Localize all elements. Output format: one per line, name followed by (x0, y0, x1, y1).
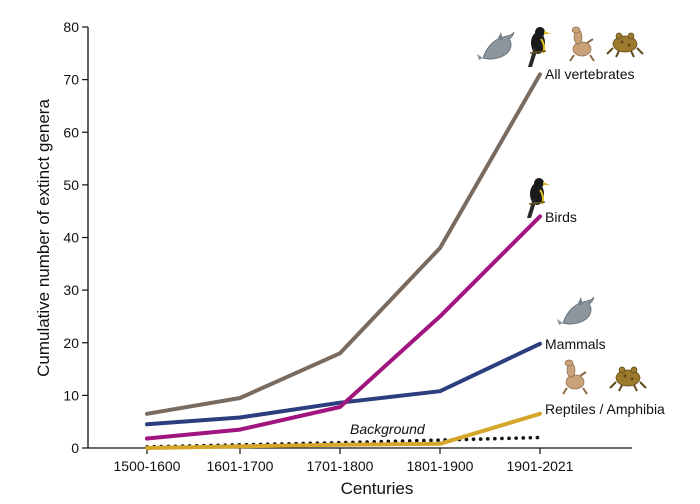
y-tick-label: 50 (63, 177, 79, 193)
x-tick-label: 1500-1600 (114, 458, 181, 474)
axes (87, 27, 632, 449)
y-tick-label: 30 (63, 282, 79, 298)
x-tick-label: 1701-1800 (307, 458, 374, 474)
reptile-icon (562, 359, 588, 395)
series-layer (145, 72, 542, 450)
frog-icon (609, 366, 647, 392)
dolphin-icon (556, 296, 595, 326)
y-tick-label: 40 (63, 230, 79, 246)
y-axis-title: Cumulative number of extinct genera (34, 99, 53, 377)
bird-icon (527, 26, 552, 68)
y-tick-label: 0 (71, 440, 79, 456)
series-label: Mammals (545, 336, 606, 352)
series-line-reptiles-amphibia (145, 411, 542, 450)
series-label: All vertebrates (545, 66, 634, 82)
series-line-all-vertebrates (145, 72, 542, 416)
reptile-icon (569, 26, 595, 62)
dolphin-icon (476, 31, 515, 61)
y-tick-label: 10 (63, 387, 79, 403)
y-tick-label: 60 (63, 124, 79, 140)
x-tick-label: 1901-2021 (507, 458, 574, 474)
y-tick-label: 70 (63, 72, 79, 88)
series-line-mammals (145, 341, 542, 427)
series-line-birds (145, 214, 542, 441)
x-axis-title: Centuries (341, 479, 414, 498)
series-line-background (145, 435, 542, 449)
series-label: Background (350, 421, 426, 437)
y-ticks: 0 10 20 30 40 50 60 70 80 (63, 19, 88, 456)
series-label: Birds (545, 209, 577, 225)
frog-icon (606, 32, 644, 58)
y-tick-label: 80 (63, 19, 79, 35)
series-labels: All vertebrates Birds Mammals Reptiles / Am… (350, 66, 665, 437)
x-tick-label: 1601-1700 (207, 458, 274, 474)
y-tick-label: 20 (63, 335, 79, 351)
x-tick-label: 1801-1900 (407, 458, 474, 474)
series-label: Reptiles / Amphibia (545, 401, 665, 417)
x-ticks: 1500-1600 1601-1700 1701-1800 1801-1900 1901… (114, 448, 574, 474)
